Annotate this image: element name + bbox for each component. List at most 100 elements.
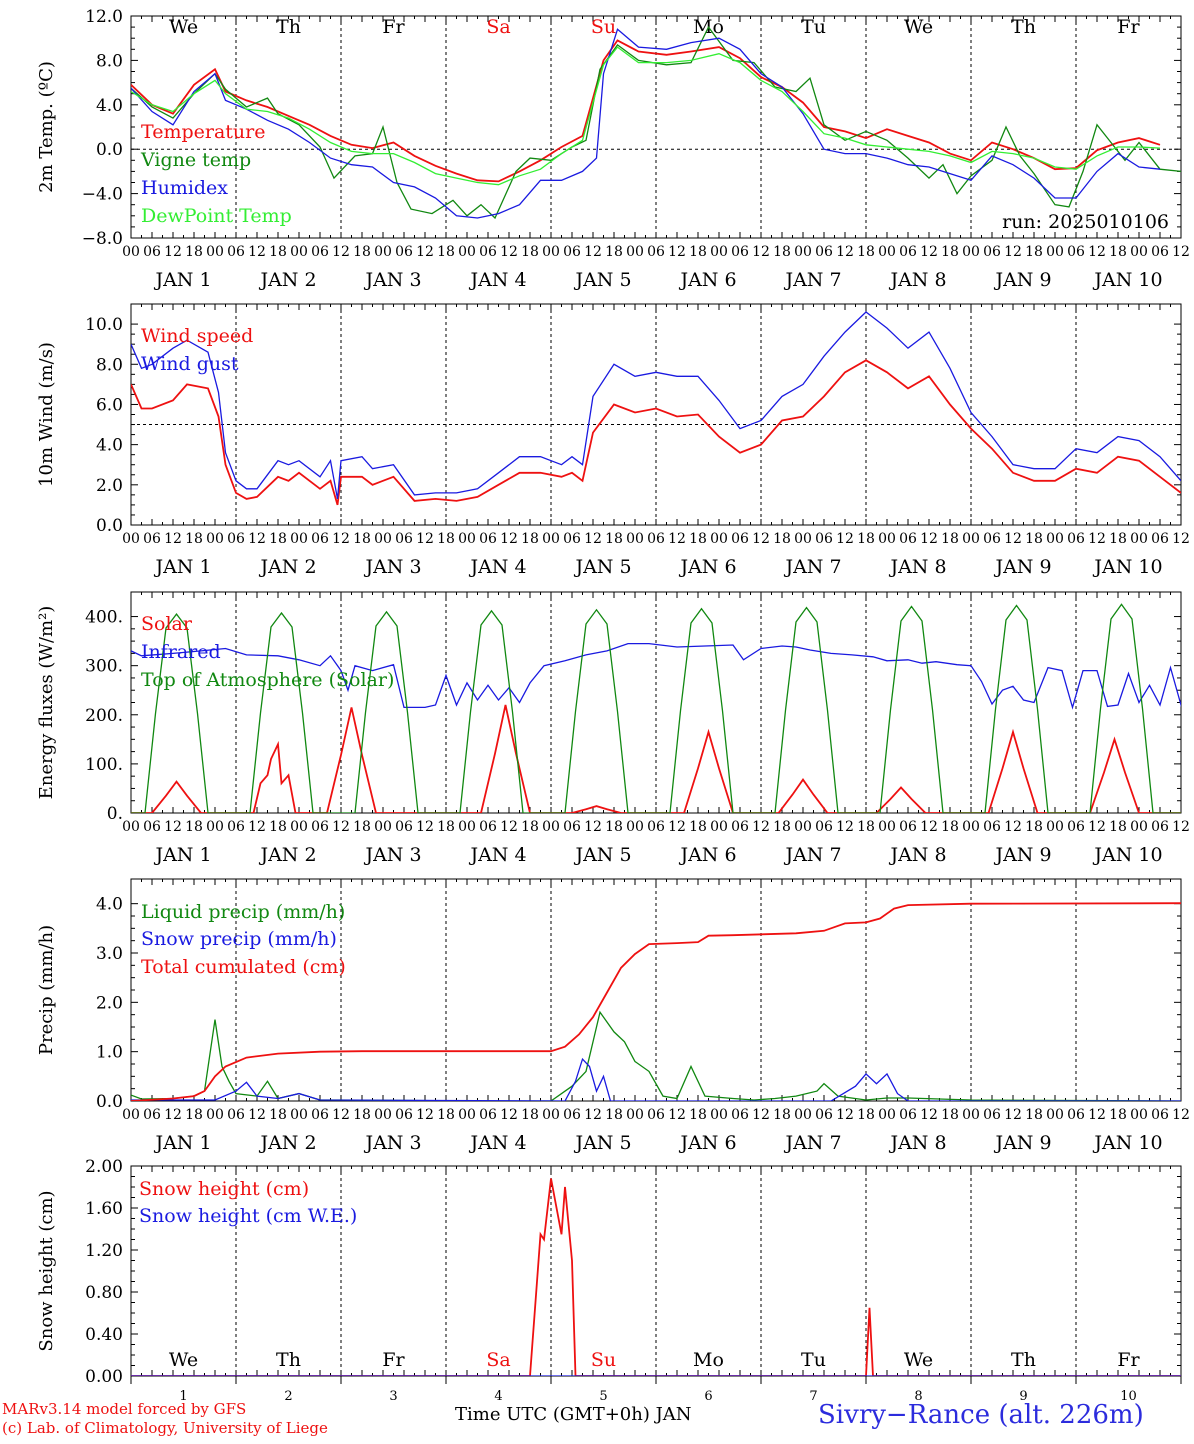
x-hour-label: 12 [836, 819, 854, 835]
x-hour-label: 18 [605, 244, 623, 260]
x-hour-label: 06 [311, 819, 329, 835]
x-hour-label: 12 [500, 819, 518, 835]
x-hour-label: 18 [689, 531, 707, 547]
x-hour-label: 06 [647, 531, 665, 547]
series-line-2 [131, 642, 1181, 710]
x-hour-label: 06 [731, 244, 749, 260]
x-hour-label: 06 [899, 819, 917, 835]
x-hour-label: 12 [668, 531, 686, 547]
x-hour-label: 00 [1046, 1107, 1064, 1123]
x-date-label: JAN 8 [888, 844, 946, 866]
x-date-label: JAN 5 [573, 556, 631, 578]
x-hour-label: 06 [647, 819, 665, 835]
x-hour-label: 18 [773, 1107, 791, 1123]
x-date-label: JAN 6 [678, 556, 736, 578]
x-hour-label: 00 [962, 244, 980, 260]
x-hour-label: 18 [437, 819, 455, 835]
x-hour-label: 06 [143, 244, 161, 260]
x-hour-label: 00 [1130, 531, 1148, 547]
x-hour-label: 06 [899, 1107, 917, 1123]
x-hour-label: 12 [164, 1107, 182, 1123]
x-hour-label: 00 [206, 244, 224, 260]
x-hour-label: 06 [1151, 1107, 1169, 1123]
x-day-number: 6 [704, 1389, 712, 1404]
legend-entry: Temperature [141, 121, 265, 143]
x-hour-label: 12 [752, 244, 770, 260]
x-hour-label: 06 [983, 1107, 1001, 1123]
x-hour-label: 12 [1172, 819, 1190, 835]
y-tick-label: 3.0 [96, 944, 123, 964]
x-hour-label: 12 [332, 244, 350, 260]
x-hour-label: 00 [1046, 244, 1064, 260]
x-hour-label: 12 [1172, 244, 1190, 260]
x-hour-label: 18 [941, 244, 959, 260]
x-hour-label: 00 [458, 1107, 476, 1123]
x-hour-label: 06 [899, 531, 917, 547]
x-hour-label: 12 [584, 531, 602, 547]
series-line-4 [131, 46, 1161, 186]
x-hour-label: 06 [143, 1107, 161, 1123]
x-date-label: JAN 1 [153, 1132, 211, 1154]
x-date-label: JAN 7 [783, 556, 841, 578]
x-hour-label: 18 [605, 531, 623, 547]
x-hour-label: 06 [815, 819, 833, 835]
x-hour-label: 12 [332, 531, 350, 547]
series-line-1 [131, 1010, 1181, 1101]
x-hour-label: 00 [626, 819, 644, 835]
x-date-label: JAN 8 [888, 269, 946, 291]
day-name: Tu [801, 16, 826, 38]
x-hour-label: 18 [941, 1107, 959, 1123]
y-tick-label: 400. [85, 608, 123, 628]
x-date-label: JAN 8 [888, 1132, 946, 1154]
x-hour-label: 18 [521, 531, 539, 547]
x-hour-label: 12 [500, 244, 518, 260]
x-hour-label: 18 [1109, 819, 1127, 835]
x-hour-label: 00 [962, 1107, 980, 1123]
day-name: Mo [693, 1349, 724, 1371]
x-hour-label: 18 [521, 244, 539, 260]
x-hour-label: 18 [689, 1107, 707, 1123]
x-date-label: JAN 2 [258, 269, 316, 291]
legend-entry: Wind speed [141, 325, 253, 347]
x-hour-label: 06 [647, 244, 665, 260]
x-hour-label: 18 [941, 531, 959, 547]
x-hour-label: 06 [815, 531, 833, 547]
x-hour-label: 18 [185, 819, 203, 835]
x-hour-label: 06 [1067, 819, 1085, 835]
x-hour-label: 00 [962, 531, 980, 547]
series-line-3 [131, 902, 1181, 1101]
x-hour-label: 12 [1088, 819, 1106, 835]
x-hour-label: 18 [689, 819, 707, 835]
x-date-label: JAN 5 [573, 844, 631, 866]
x-hour-label: 18 [773, 244, 791, 260]
run-label: run: 2025010106 [1002, 211, 1169, 233]
x-hour-label: 06 [311, 531, 329, 547]
x-hour-label: 00 [458, 819, 476, 835]
x-hour-label: 00 [794, 244, 812, 260]
x-hour-label: 06 [143, 819, 161, 835]
x-hour-label: 12 [1004, 531, 1022, 547]
x-hour-label: 12 [752, 1107, 770, 1123]
x-hour-label: 12 [920, 819, 938, 835]
x-hour-label: 00 [206, 1107, 224, 1123]
x-date-label: JAN 10 [1092, 1132, 1162, 1154]
x-hour-label: 12 [416, 531, 434, 547]
x-hour-label: 00 [710, 819, 728, 835]
x-hour-label: 12 [500, 1107, 518, 1123]
y-tick-label: 2.0 [96, 476, 123, 496]
x-hour-label: 06 [143, 531, 161, 547]
series-line-1 [131, 359, 1181, 506]
y-tick-label: 2.0 [96, 993, 123, 1013]
x-hour-label: 00 [794, 531, 812, 547]
y-tick-label: 0.80 [85, 1283, 123, 1303]
x-date-label: JAN 10 [1092, 556, 1162, 578]
x-hour-label: 18 [521, 819, 539, 835]
x-hour-label: 06 [983, 819, 1001, 835]
legend-entry: Wind gust [141, 353, 239, 375]
panel-5: 2.00 1.60 1.20 0.80 0.40 0.00 Snow height (cm)… [36, 1157, 1182, 1404]
x-date-label: JAN 3 [363, 269, 421, 291]
y-tick-label: 1.60 [85, 1199, 123, 1219]
x-hour-label: 12 [416, 244, 434, 260]
x-hour-label: 06 [563, 531, 581, 547]
y-axis-label: Precip (mm/h) [36, 925, 57, 1055]
